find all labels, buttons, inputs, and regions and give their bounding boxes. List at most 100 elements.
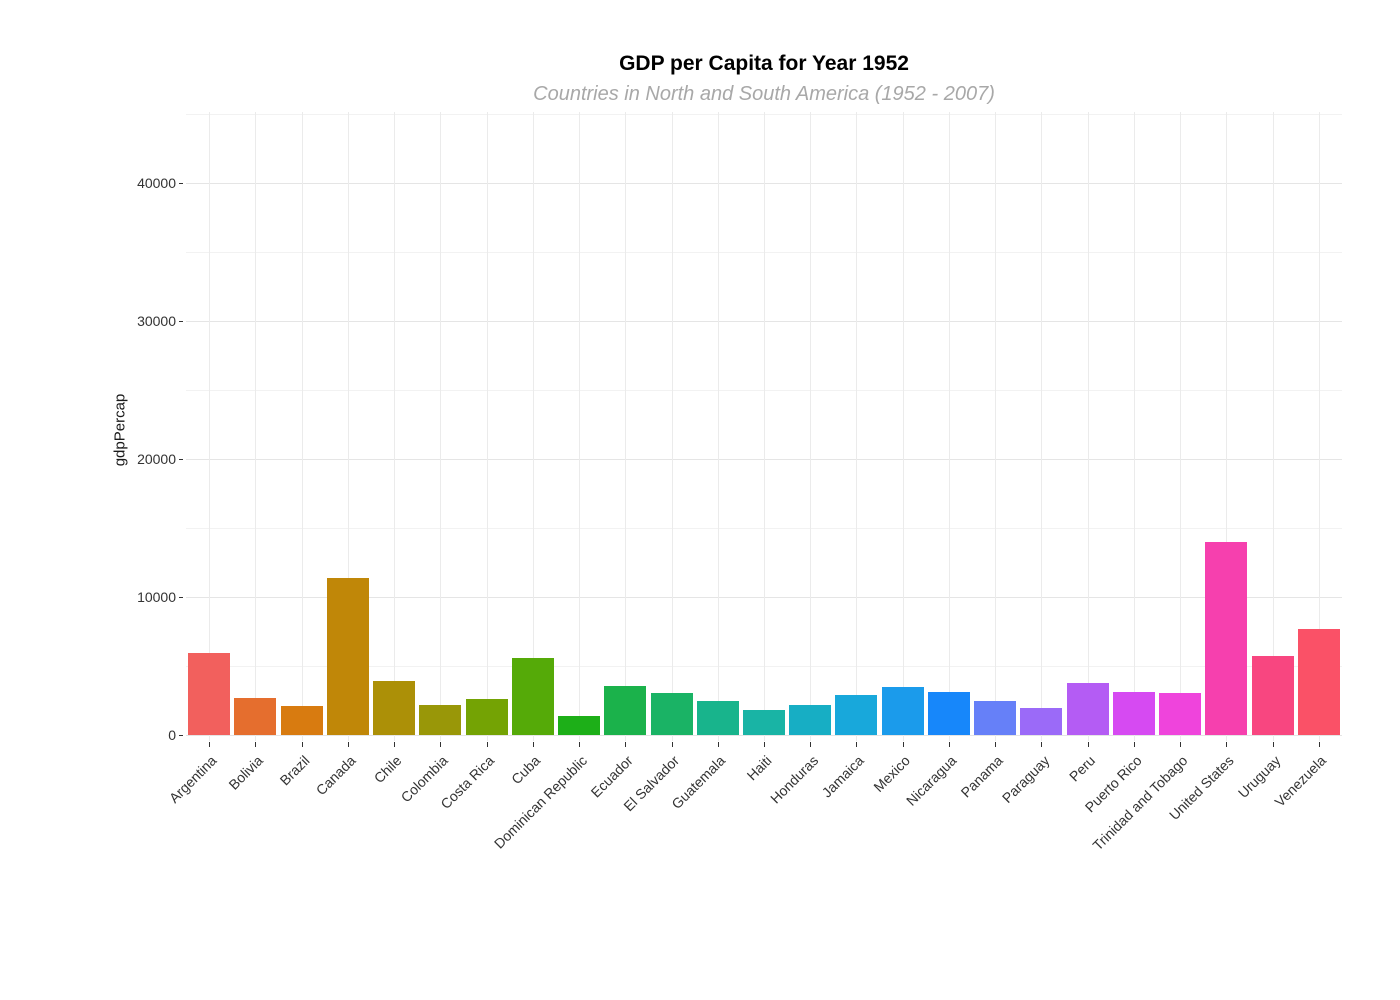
x-tick-mark [902, 742, 904, 747]
gridline-x [625, 112, 627, 741]
bar-jamaica [835, 695, 878, 735]
y-tick-label: 40000 [137, 175, 176, 191]
bar-trinidad-and-tobago [1159, 693, 1202, 735]
x-tick-mark [486, 742, 488, 747]
bar-guatemala [696, 701, 739, 735]
bar-el-salvador [650, 692, 693, 735]
gridline-x [1041, 112, 1043, 741]
bar-mexico [881, 687, 924, 735]
y-tick-label: 20000 [137, 451, 176, 467]
y-tick-mark [179, 459, 183, 460]
y-tick-label: 30000 [137, 313, 176, 329]
bar-dominican-republic [558, 715, 601, 735]
bar-united-states [1205, 541, 1248, 735]
y-tick-label: 10000 [137, 589, 176, 605]
x-tick-label-honduras: Honduras [766, 752, 821, 807]
x-tick-mark [532, 742, 534, 747]
x-tick-label-cuba: Cuba [508, 752, 544, 788]
gridline-x [301, 112, 303, 741]
chart-subtitle: Countries in North and South America (19… [533, 83, 995, 105]
bar-puerto-rico [1112, 692, 1155, 735]
gridline-x [1226, 112, 1228, 741]
chart-title: GDP per Capita for Year 1952 [619, 52, 909, 75]
gridline-x [1272, 112, 1274, 741]
gridline-x [1180, 112, 1182, 741]
x-tick-mark [1272, 742, 1274, 747]
y-tick-mark [179, 183, 183, 184]
gridline-x [856, 112, 858, 741]
bar-argentina [188, 653, 231, 735]
x-tick-mark [1133, 742, 1135, 747]
x-tick-mark [1180, 742, 1182, 747]
gridline-x [440, 112, 442, 741]
x-tick-mark [394, 742, 396, 747]
bar-venezuela [1297, 628, 1340, 735]
gridline-x [995, 112, 997, 741]
x-tick-label-bolivia: Bolivia [225, 752, 266, 793]
gridline-x [579, 112, 581, 741]
x-tick-label-chile: Chile [370, 752, 405, 787]
y-tick-mark [179, 321, 183, 322]
x-tick-mark [625, 742, 627, 747]
x-tick-label-paraguay: Paraguay [998, 752, 1053, 806]
bar-haiti [743, 709, 785, 735]
x-tick-mark [301, 742, 303, 747]
gridline-x [347, 112, 349, 741]
x-tick-mark [717, 742, 719, 747]
x-tick-label-canada: Canada [312, 752, 359, 799]
x-tick-mark [1318, 742, 1320, 747]
bar-honduras [789, 704, 832, 735]
gridline-x [948, 112, 950, 741]
x-tick-mark [764, 742, 765, 747]
x-tick-mark [1226, 742, 1228, 747]
x-tick-mark [209, 742, 211, 747]
bar-panama [974, 700, 1017, 735]
x-tick-mark [671, 742, 673, 747]
bar-paraguay [1020, 708, 1063, 735]
bar-peru [1066, 683, 1109, 735]
gridline-x [717, 112, 719, 741]
x-tick-mark [995, 742, 997, 747]
x-tick-label-dominican-republic: Dominican Republic [490, 752, 590, 852]
bar-bolivia [234, 698, 277, 735]
x-tick-mark [440, 742, 442, 747]
bar-uruguay [1251, 656, 1294, 735]
gridline-x [209, 112, 211, 741]
bar-brazil [280, 705, 323, 735]
x-tick-label-mexico: Mexico [870, 752, 914, 795]
bar-cuba [511, 657, 554, 735]
x-tick-label-brazil: Brazil [276, 752, 313, 789]
gridline-x [764, 112, 765, 741]
x-tick-mark [347, 742, 349, 747]
x-tick-label-haiti: Haiti [743, 752, 775, 784]
x-tick-mark [856, 742, 858, 747]
gridline-x [532, 112, 534, 741]
gridline-x [486, 112, 488, 741]
x-tick-label-peru: Peru [1066, 752, 1099, 785]
y-tick-mark [179, 735, 183, 736]
y-tick-mark [179, 597, 183, 598]
x-tick-mark [579, 742, 581, 747]
x-tick-label-jamaica: Jamaica [818, 752, 868, 801]
x-tick-mark [948, 742, 950, 747]
x-tick-mark [255, 742, 257, 747]
bar-ecuador [604, 686, 647, 735]
x-tick-mark [1087, 742, 1089, 747]
x-tick-label-argentina: Argentina [166, 752, 220, 806]
gridline-x [394, 112, 396, 741]
y-tick-label: 0 [168, 727, 176, 743]
gridline-x [1133, 112, 1135, 741]
bar-canada [326, 578, 369, 735]
x-tick-mark [1041, 742, 1043, 747]
bar-colombia [419, 705, 462, 735]
bar-costa-rica [465, 698, 508, 735]
bar-chile [373, 680, 416, 735]
x-tick-label-nicaragua: Nicaragua [903, 752, 960, 809]
gridline-x [1318, 112, 1320, 741]
gridline-x [255, 112, 257, 741]
gridline-x [671, 112, 673, 741]
bar-nicaragua [927, 692, 970, 735]
x-tick-mark [810, 742, 812, 747]
gridline-x [902, 112, 904, 741]
